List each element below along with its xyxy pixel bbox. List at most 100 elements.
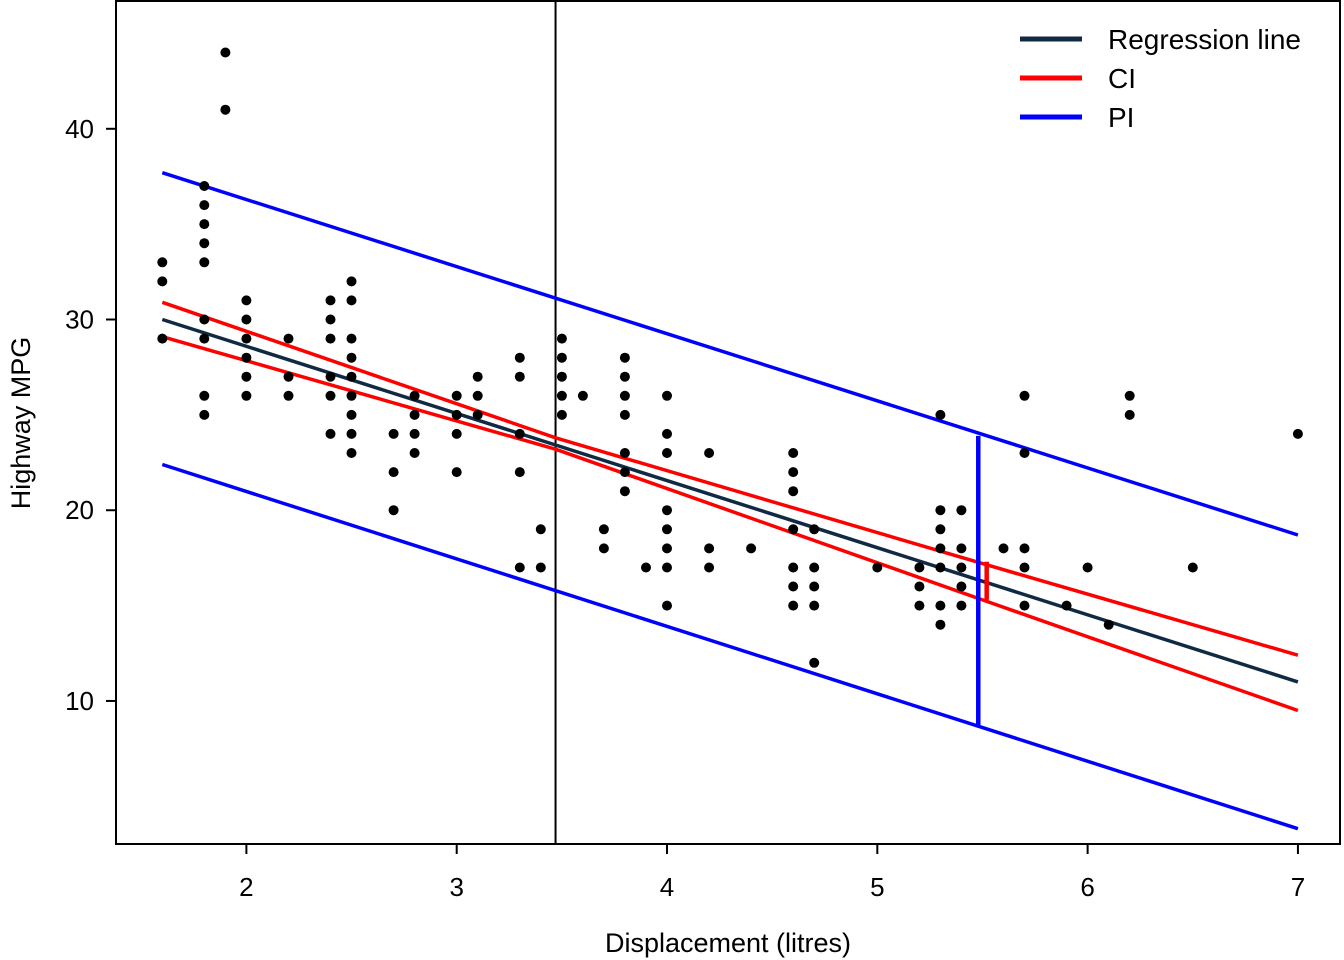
data-point: [935, 619, 946, 630]
data-point: [1019, 562, 1030, 573]
data-point: [956, 600, 967, 611]
y-tick-label: 30: [65, 305, 94, 335]
data-point: [1103, 619, 1114, 630]
data-point: [1019, 600, 1030, 611]
data-point: [1187, 562, 1198, 573]
interval-bands: [161, 171, 1299, 831]
data-point: [1124, 390, 1135, 401]
data-point: [451, 428, 462, 439]
data-point: [809, 581, 820, 592]
data-point: [619, 467, 630, 478]
data-point: [788, 448, 799, 458]
data-point: [619, 371, 630, 382]
data-point: [325, 371, 336, 382]
x-axis-title: Displacement (litres): [605, 928, 851, 958]
data-point: [619, 409, 630, 420]
data-point: [935, 543, 946, 554]
x-tick-label: 4: [660, 872, 674, 902]
data-point: [409, 428, 420, 439]
data-point: [662, 448, 672, 458]
data-point: [998, 543, 1009, 554]
data-point: [283, 333, 294, 344]
data-point: [662, 390, 672, 401]
legend-label: PI: [1108, 102, 1134, 133]
data-point: [283, 371, 294, 382]
ci-upper-line: [161, 300, 1299, 657]
data-point: [956, 562, 967, 573]
data-point: [388, 505, 399, 516]
data-point: [472, 371, 483, 382]
data-point: [472, 409, 483, 420]
data-point: [199, 314, 210, 325]
data-point: [409, 390, 420, 401]
data-point: [346, 295, 357, 306]
data-point: [535, 524, 546, 535]
data-point: [199, 200, 210, 211]
data-point: [157, 257, 168, 268]
data-point: [346, 371, 357, 382]
data-point: [1124, 409, 1135, 420]
data-point: [619, 486, 630, 497]
data-point: [788, 467, 799, 478]
data-point: [662, 428, 672, 439]
data-point: [199, 257, 210, 268]
data-point: [788, 581, 799, 592]
y-tick-label: 10: [65, 686, 94, 716]
data-point: [641, 562, 651, 573]
data-point: [346, 428, 357, 439]
data-point: [556, 390, 567, 401]
data-point: [388, 428, 399, 439]
data-point: [346, 448, 357, 458]
data-point: [241, 314, 252, 325]
x-tick-label: 3: [449, 872, 463, 902]
data-point: [1082, 562, 1093, 573]
data-point: [809, 562, 820, 573]
data-point: [935, 600, 946, 611]
data-point: [619, 390, 630, 401]
data-point: [409, 448, 420, 458]
data-point: [935, 562, 946, 573]
data-point: [662, 543, 672, 554]
data-point: [556, 333, 567, 344]
data-point: [514, 562, 525, 573]
data-point: [809, 600, 820, 611]
data-point: [1292, 428, 1303, 439]
data-point: [241, 333, 252, 344]
data-point: [956, 543, 967, 554]
data-point: [199, 390, 210, 401]
data-point: [325, 295, 336, 306]
data-point: [556, 352, 567, 363]
plot-frame: [115, 0, 1341, 845]
data-points: [157, 47, 1303, 668]
data-point: [704, 543, 715, 554]
data-point: [662, 562, 672, 573]
data-point: [451, 409, 462, 420]
legend-label: Regression line: [1108, 24, 1301, 55]
data-point: [220, 104, 231, 115]
data-point: [935, 409, 946, 420]
data-point: [157, 333, 168, 344]
data-point: [914, 562, 925, 573]
legend: Regression line CI PI: [1020, 24, 1301, 133]
x-axis: 2 3 4 5 6 7: [239, 844, 1305, 902]
data-point: [199, 409, 210, 420]
data-point: [472, 390, 483, 401]
data-point: [514, 352, 525, 363]
data-point: [598, 524, 609, 535]
data-point: [325, 333, 336, 344]
data-point: [746, 543, 757, 554]
data-point: [662, 505, 672, 516]
data-point: [346, 276, 357, 287]
pi-upper-line: [161, 171, 1299, 537]
y-axis-title: Highway MPG: [6, 337, 36, 510]
data-point: [809, 657, 820, 668]
legend-label: CI: [1108, 63, 1136, 94]
y-axis: 10 20 30 40: [65, 114, 116, 716]
data-point: [514, 371, 525, 382]
data-point: [809, 524, 820, 535]
data-point: [956, 581, 967, 592]
data-point: [788, 562, 799, 573]
data-point: [662, 524, 672, 535]
data-point: [914, 600, 925, 611]
y-tick-label: 20: [65, 495, 94, 525]
